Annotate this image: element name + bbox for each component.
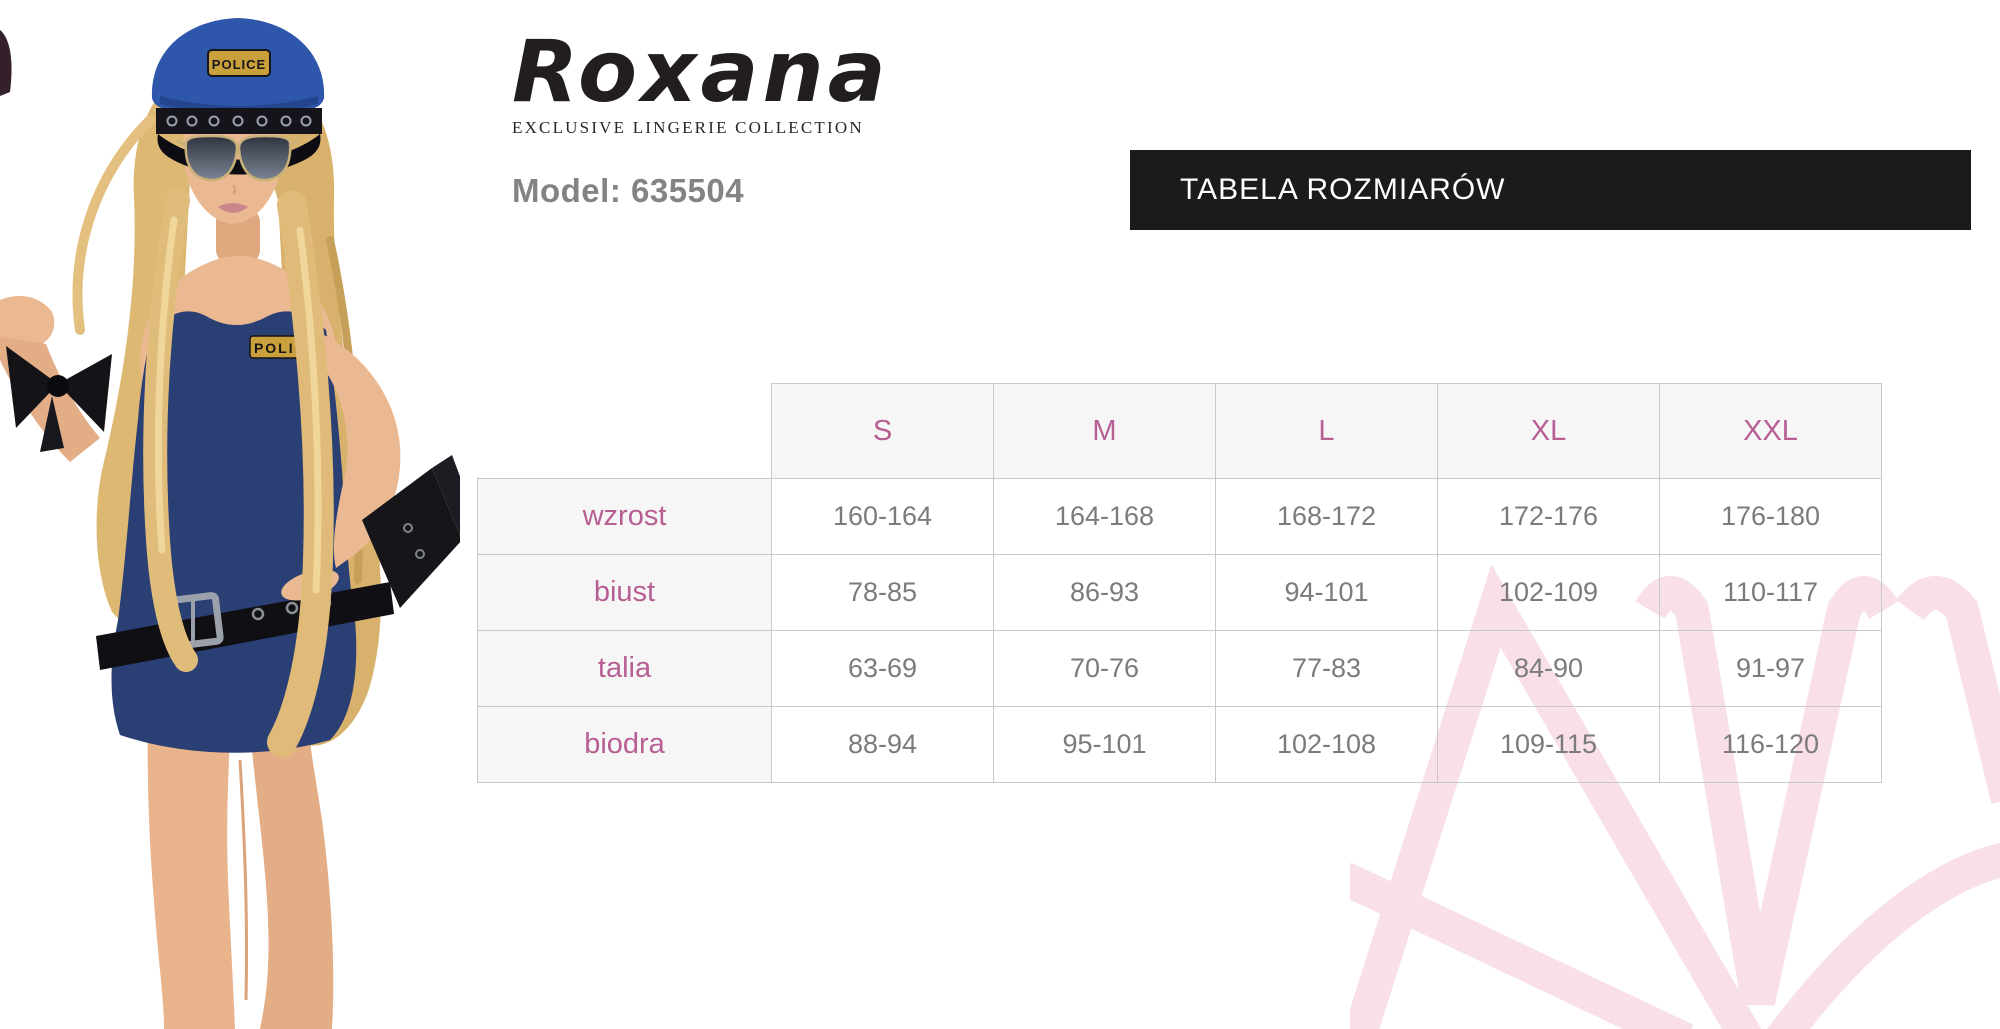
watermark-stroke (1767, 842, 2000, 1029)
brand-logo: Roxana (512, 22, 890, 122)
banner-title: TABELA ROZMIARÓW (1180, 173, 1506, 206)
size-value: 164-168 (993, 478, 1216, 555)
size-value: 70-76 (993, 630, 1216, 707)
size-table: S M L XL XXL wzrost 160-164 164-168 168-… (477, 383, 1882, 783)
row-label-biodra: biodra (477, 706, 772, 783)
lips (218, 203, 248, 213)
size-value: 77-83 (1215, 630, 1438, 707)
model-number: Model: 635504 (512, 172, 745, 209)
table-row-biust: biust 78-85 86-93 94-101 102-109 110-117 (477, 554, 1882, 631)
size-table-banner: TABELA ROZMIARÓW (1130, 150, 1971, 230)
row-label-biust: biust (477, 554, 772, 631)
table-row-wzrost: wzrost 160-164 164-168 168-172 172-176 1… (477, 478, 1882, 555)
size-table-header-row: S M L XL XXL (478, 383, 1882, 479)
table-corner-spacer (478, 384, 772, 479)
size-value: 78-85 (771, 554, 994, 631)
size-col-header-l: L (1215, 383, 1438, 479)
watermark-stroke (1896, 576, 2000, 805)
row-label-wzrost: wzrost (477, 478, 772, 555)
size-value: 95-101 (993, 706, 1216, 783)
table-row-biodra: biodra 88-94 95-101 102-108 109-115 116-… (477, 706, 1882, 783)
size-value: 94-101 (1215, 554, 1438, 631)
model-photo: POLICE (0, 0, 460, 1029)
size-col-header-xl: XL (1437, 383, 1660, 479)
watermark-stroke (1350, 862, 1694, 1029)
size-value: 110-117 (1659, 554, 1882, 631)
size-value: 102-109 (1437, 554, 1660, 631)
hat-band (156, 108, 322, 134)
hair-front (143, 188, 334, 757)
size-value: 102-108 (1215, 706, 1438, 783)
size-col-header-m: M (993, 383, 1216, 479)
wrist-cuff (362, 468, 460, 608)
hat-badge (207, 49, 271, 77)
sunglasses (176, 134, 300, 182)
size-value: 176-180 (1659, 478, 1882, 555)
size-value: 86-93 (993, 554, 1216, 631)
size-value: 63-69 (771, 630, 994, 707)
size-value: 84-90 (1437, 630, 1660, 707)
size-col-header-xxl: XXL (1659, 383, 1882, 479)
photo-edge-prop (0, 30, 12, 96)
size-value: 91-97 (1659, 630, 1882, 707)
brand-tagline: EXCLUSIVE LINGERIE COLLECTION (512, 118, 864, 138)
size-value: 116-120 (1659, 706, 1882, 783)
hat-badge-label: POLICE (212, 57, 266, 72)
size-value: 172-176 (1437, 478, 1660, 555)
handcuff-bow (0, 296, 112, 462)
row-label-talia: talia (477, 630, 772, 707)
size-value: 88-94 (771, 706, 994, 783)
size-col-header-s: S (771, 383, 994, 479)
size-value: 168-172 (1215, 478, 1438, 555)
size-value: 160-164 (771, 478, 994, 555)
brand-block: Roxana EXCLUSIVE LINGERIE COLLECTION (512, 22, 890, 138)
table-row-talia: talia 63-69 70-76 77-83 84-90 91-97 (477, 630, 1882, 707)
size-value: 109-115 (1437, 706, 1660, 783)
legs (147, 698, 334, 1029)
